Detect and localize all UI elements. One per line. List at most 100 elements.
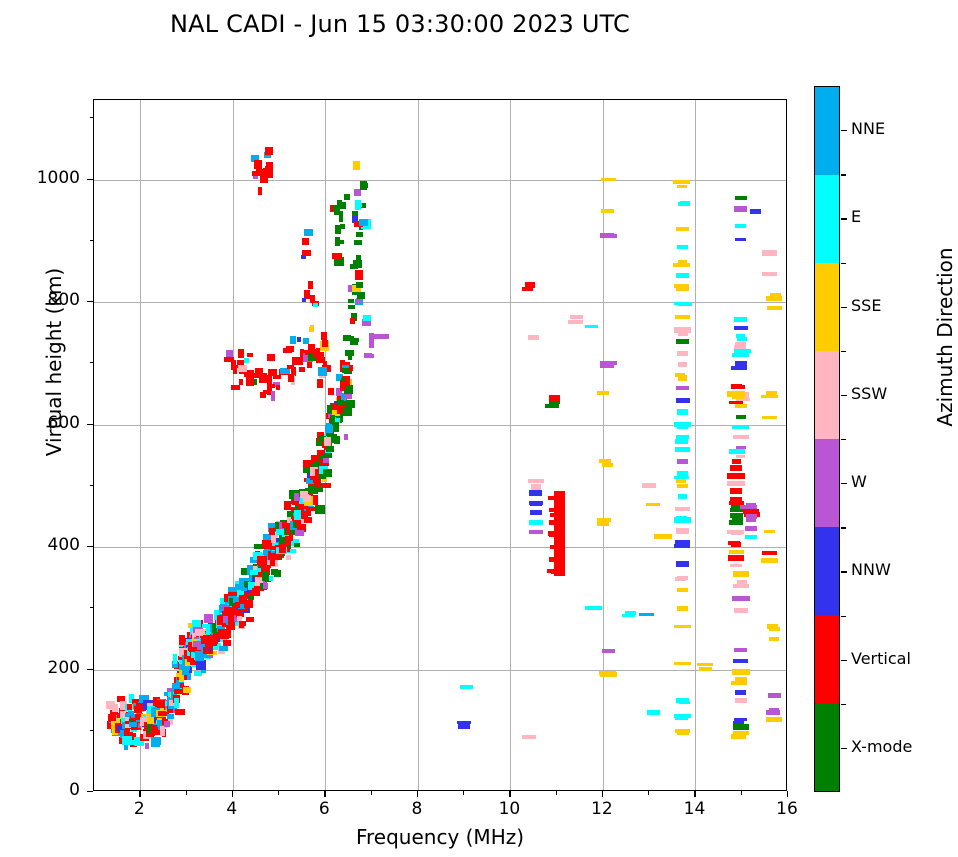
echo-pixel — [750, 208, 762, 215]
echo-pixel — [151, 707, 161, 718]
echo-pixel — [675, 516, 688, 520]
echo-pixel — [316, 356, 325, 364]
echo-pixel — [265, 576, 273, 582]
echo-pixel — [302, 459, 312, 469]
echo-pixel — [185, 658, 193, 667]
echo-pixel — [266, 384, 273, 395]
echo-pixel — [223, 616, 228, 623]
echo-pixel — [270, 569, 279, 575]
colorbar-label-w: W — [851, 472, 867, 492]
echo-pixel — [288, 373, 294, 383]
echo-pixel — [266, 161, 273, 169]
echo-pixel — [204, 613, 213, 623]
echo-pixel — [204, 644, 210, 654]
echo-pixel — [308, 485, 319, 494]
echo-pixel — [332, 421, 339, 433]
echo-pixel — [733, 659, 748, 663]
echo-pixel — [266, 562, 272, 569]
echo-pixel — [290, 506, 298, 513]
echo-pixel — [356, 297, 362, 304]
echo-pixel — [739, 505, 757, 509]
x-tick — [139, 791, 141, 797]
echo-pixel — [727, 473, 745, 479]
echo-pixel — [291, 366, 296, 377]
echo-pixel — [354, 220, 364, 227]
echo-pixel — [309, 466, 319, 476]
echo-pixel — [175, 708, 185, 716]
echo-pixel — [286, 555, 291, 561]
echo-pixel — [159, 705, 168, 712]
echo-pixel — [353, 160, 360, 171]
echo-pixel — [597, 521, 609, 526]
echo-pixel — [259, 372, 267, 384]
echo-pixel — [766, 717, 782, 723]
echo-pixel — [271, 550, 279, 557]
echo-pixel — [675, 539, 690, 545]
echo-pixel — [178, 655, 184, 660]
echo-pixel — [146, 730, 154, 737]
echo-pixel — [731, 365, 747, 371]
echo-pixel — [275, 529, 286, 536]
echo-pixel — [191, 630, 197, 639]
echo-pixel — [341, 368, 351, 373]
gridline-vertical — [140, 100, 142, 790]
echo-pixel — [336, 374, 343, 381]
echo-pixel — [599, 233, 614, 238]
y-tick-minor — [89, 484, 93, 486]
echo-pixel — [336, 400, 344, 410]
echo-pixel — [569, 314, 584, 320]
echo-pixel — [134, 705, 142, 714]
echo-pixel — [745, 535, 757, 540]
echo-pixel — [761, 557, 778, 564]
echo-pixel — [117, 725, 122, 732]
echo-pixel — [290, 336, 297, 344]
echo-pixel — [602, 649, 615, 654]
echo-pixel — [112, 704, 118, 712]
echo-pixel — [365, 353, 374, 358]
echo-pixel — [252, 171, 262, 176]
echo-pixel — [176, 683, 184, 688]
colorbar-title: Azimuth Direction — [933, 247, 957, 427]
echo-pixel — [183, 687, 191, 694]
echo-pixel — [228, 588, 238, 596]
echo-pixel — [768, 627, 780, 632]
echo-pixel — [284, 501, 292, 511]
echo-pixel — [457, 723, 471, 729]
colorbar-segment-nnw — [815, 527, 839, 615]
echo-pixel — [731, 669, 750, 675]
echo-pixel — [326, 446, 335, 453]
echo-pixel — [337, 405, 346, 415]
colorbar — [814, 86, 840, 792]
echo-pixel — [601, 177, 616, 182]
echo-pixel — [261, 555, 273, 563]
echo-pixel — [674, 327, 691, 334]
echo-pixel — [287, 548, 296, 554]
echo-pixel — [769, 707, 779, 713]
x-tick — [601, 791, 604, 797]
echo-pixel — [732, 352, 750, 357]
echo-pixel — [736, 454, 746, 459]
echo-pixel — [303, 290, 310, 300]
echo-pixel — [734, 196, 747, 200]
colorbar-label-sse: SSE — [851, 295, 882, 315]
echo-pixel — [303, 353, 313, 363]
echo-pixel — [727, 480, 745, 486]
echo-pixel — [341, 376, 351, 386]
echo-pixel — [316, 379, 324, 389]
echo-pixel — [673, 661, 692, 665]
echo-pixel — [192, 640, 200, 649]
colorbar-segment-x-mode — [815, 703, 839, 791]
echo-pixel — [762, 272, 777, 276]
echo-pixel — [300, 254, 307, 260]
echo-pixel — [187, 623, 192, 629]
echo-pixel — [735, 238, 747, 242]
colorbar-tick — [841, 659, 847, 661]
echo-pixel — [180, 638, 189, 644]
echo-pixel — [275, 522, 282, 531]
gridline-vertical — [602, 100, 604, 790]
x-tick-label: 10 — [498, 799, 521, 819]
echo-pixel — [733, 608, 748, 614]
echo-pixel — [176, 673, 184, 678]
echo-pixel — [249, 574, 255, 584]
echo-pixel — [224, 356, 235, 362]
